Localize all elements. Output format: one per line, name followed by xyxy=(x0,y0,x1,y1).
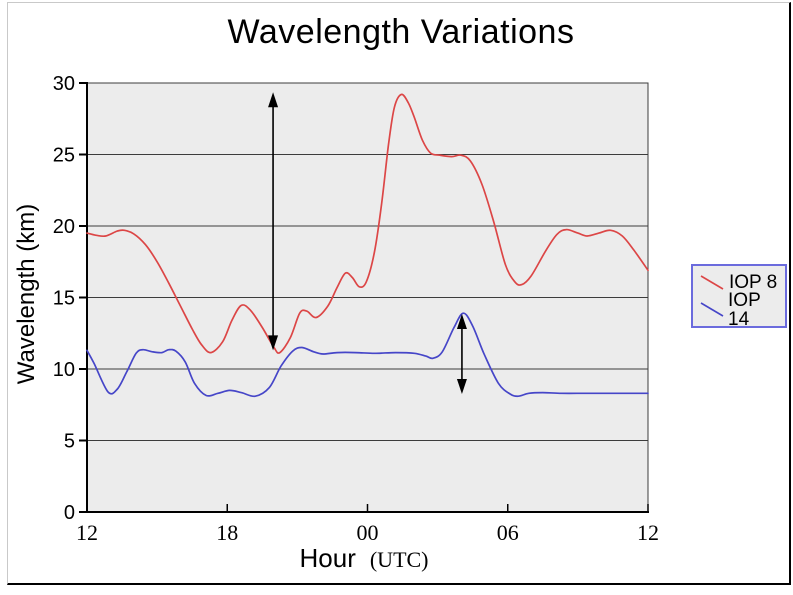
slide-frame xyxy=(7,2,791,585)
series-line-iop14 xyxy=(86,312,649,398)
x-tick-label: 00 xyxy=(357,520,379,545)
legend: IOP 8 IOP 14 xyxy=(691,264,787,329)
x-tick-label: 06 xyxy=(497,520,519,545)
x-axis-label-text: Hour xyxy=(299,543,356,573)
y-tick-label: 5 xyxy=(64,431,75,453)
y-tick-label: 10 xyxy=(53,359,75,381)
y-tick-label: 0 xyxy=(64,502,75,524)
y-tick-label: 30 xyxy=(53,73,75,95)
legend-iop8-line-icon xyxy=(700,274,724,290)
x-axis-units-text: (UTC) xyxy=(369,547,429,572)
legend-label-iop8: IOP 8 xyxy=(729,272,778,293)
legend-item-iop14: IOP 14 xyxy=(697,291,785,329)
y-tick-label: 25 xyxy=(53,145,75,167)
arrow-down-head-icon xyxy=(456,379,467,395)
x-tick-label: 18 xyxy=(216,520,238,545)
legend-item-iop8: IOP 8 xyxy=(697,269,785,296)
arrow-up-head-icon xyxy=(268,92,279,108)
y-axis-label: Wavelength (km) xyxy=(13,203,40,385)
series-line-iop8 xyxy=(86,93,649,354)
y-tick-label: 15 xyxy=(53,288,75,310)
y-tick-label: 20 xyxy=(53,216,75,238)
legend-label-iop14: IOP 14 xyxy=(728,289,761,330)
chart-title: Wavelength Variations xyxy=(227,13,575,51)
arrow-down-head-icon xyxy=(268,335,279,351)
x-tick-label: 12 xyxy=(76,520,98,545)
x-tick-label: 12 xyxy=(637,520,659,545)
legend-iop14-line-icon xyxy=(700,301,724,317)
x-axis-label: Hour (UTC) xyxy=(299,543,428,574)
arrow-up-head-icon xyxy=(456,313,467,329)
